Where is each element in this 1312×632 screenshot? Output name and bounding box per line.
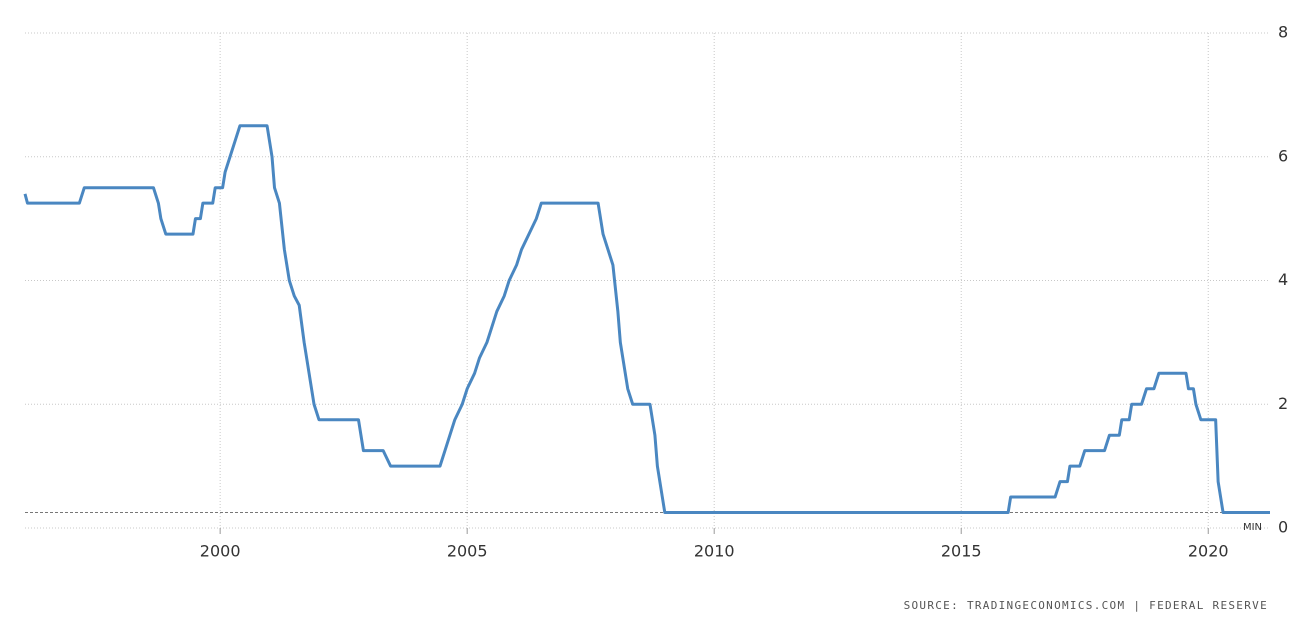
- x-tick-label: 2020: [1188, 542, 1229, 561]
- x-tick-label: 2010: [694, 542, 735, 561]
- x-tick-label: 2015: [941, 542, 982, 561]
- min-label: MIN: [1243, 522, 1262, 533]
- y-tick-label: 2: [1278, 394, 1288, 413]
- source: SOURCE: TRADINGECONOMICS.COM | FEDERAL R…: [904, 599, 1268, 612]
- y-tick-label: 0: [1278, 518, 1288, 537]
- y-tick-label: 6: [1278, 146, 1288, 165]
- y-tick-label: 8: [1278, 23, 1288, 42]
- x-tick-label: 2005: [447, 542, 488, 561]
- y-tick-label: 4: [1278, 270, 1288, 289]
- x-tick-label: 2000: [200, 542, 241, 561]
- data-line: [23, 124, 1270, 515]
